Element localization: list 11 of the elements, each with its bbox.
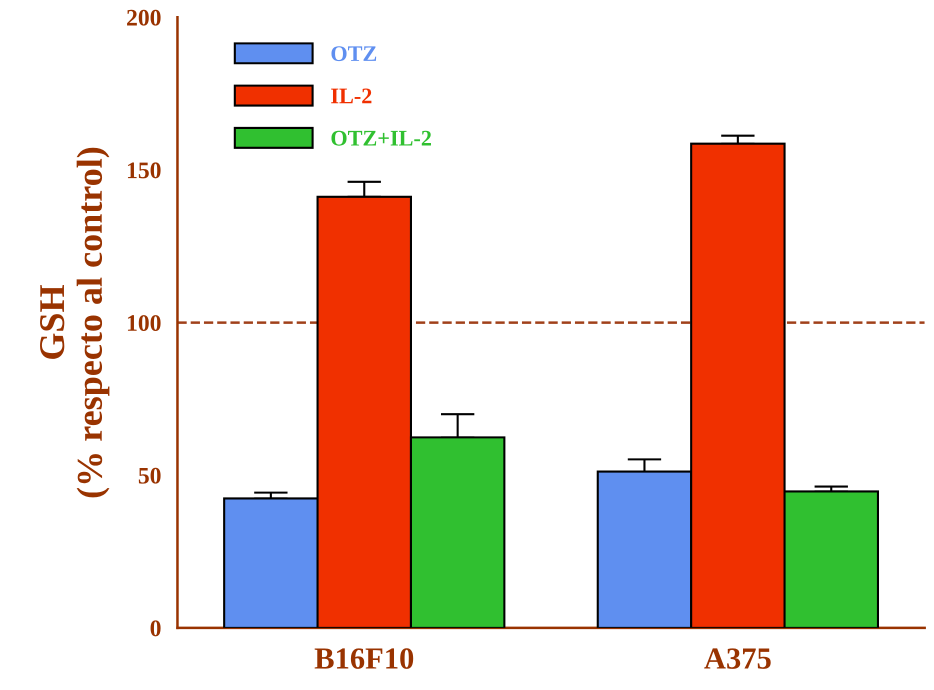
y-tick-label: 200 — [127, 10, 161, 26]
y-tick-label: 150 — [128, 162, 161, 178]
legend-label: OTZ+IL-2 — [331, 130, 431, 146]
y-tick-label: 0 — [150, 620, 161, 636]
y-tick-label: 50 — [138, 468, 161, 484]
y-tick-label: 100 — [128, 315, 161, 331]
legend-label: OTZ — [331, 46, 376, 62]
y-axis-title: GSH (% respecto al control) — [40, 148, 110, 498]
x-tick-label: B16F10 — [314, 648, 414, 669]
legend-label: IL-2 — [331, 88, 372, 104]
x-tick-label: A375 — [704, 648, 771, 669]
